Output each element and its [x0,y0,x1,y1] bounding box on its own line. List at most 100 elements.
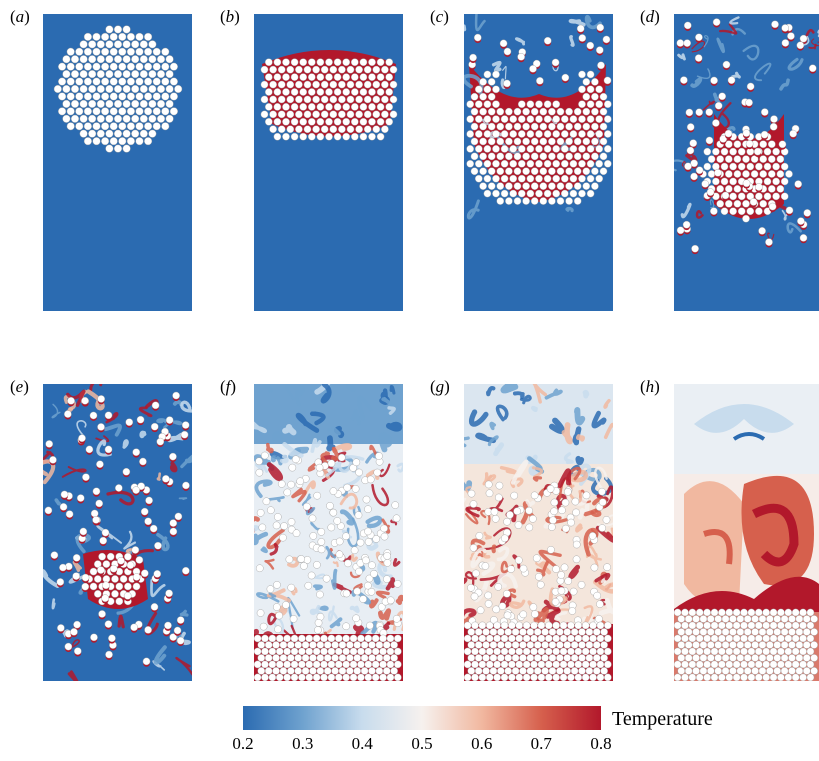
particle [62,55,71,64]
particle [511,641,520,649]
particle [487,107,496,116]
particle [561,174,569,183]
particle [300,562,308,570]
particle [784,621,793,630]
particle [381,110,389,119]
particle [351,103,359,111]
particle [806,673,815,681]
particle [766,641,774,649]
particle [135,77,144,86]
particle [364,505,372,513]
particle [543,130,552,138]
particle [791,608,800,617]
particle [118,47,127,56]
particle [260,95,269,104]
particle [113,144,122,153]
particle [586,100,595,109]
particle [556,167,565,176]
particle [273,117,282,126]
particle [473,33,482,42]
particle [772,192,780,201]
particle [383,575,391,583]
particle [301,667,310,675]
particle [736,615,745,623]
particle [139,70,148,79]
particle [372,80,381,89]
particle [139,84,148,93]
particle [505,122,513,131]
particle [325,58,333,67]
particle [769,673,778,681]
particle [282,601,290,609]
particle [290,88,299,96]
particle [789,129,797,138]
particle [530,647,538,656]
particle [275,634,284,643]
particle [92,137,101,146]
panel-b-canvas [254,14,403,311]
particle [135,556,144,564]
particle [169,92,178,101]
particle [532,59,541,68]
particle [716,199,725,208]
particle [496,152,505,161]
particle [518,174,526,183]
particle [299,132,308,141]
particle [479,137,487,146]
particle [695,33,703,42]
particle [372,95,381,104]
particle [101,528,110,537]
particle [290,132,299,141]
particle [487,137,496,146]
particle [304,581,313,590]
particle [98,610,106,618]
particle [479,92,487,101]
particle [262,497,271,506]
particle [777,634,785,643]
particle [780,654,789,662]
particle [272,603,281,611]
particle [597,61,605,70]
particle [548,122,556,131]
particle [169,77,178,86]
particle [290,73,299,81]
particle [89,567,98,576]
particle [762,647,770,656]
particle [802,654,811,662]
particle [746,192,755,201]
particle [327,634,336,643]
particle [376,103,385,111]
particle [308,58,316,67]
particle [131,129,140,138]
particle [751,667,759,675]
particle [683,21,692,30]
particle [596,660,605,669]
particle [599,137,608,146]
particle [736,667,745,675]
particle [592,654,601,662]
particle [357,673,365,681]
particle [699,667,708,675]
particle [349,647,358,656]
particle [522,182,530,190]
particle [96,40,105,49]
particle [265,58,273,67]
colorbar-tick: 0.8 [590,734,612,753]
particle [585,641,594,649]
particle [483,100,492,109]
particle [479,78,487,86]
particle [513,167,522,176]
particle [737,207,746,216]
particle [320,673,328,681]
particle [718,634,726,643]
particle [82,473,90,481]
particle [552,647,560,656]
particle [684,628,693,636]
particle [567,673,575,681]
particle [725,647,734,656]
particle [161,47,170,56]
particle [109,122,118,131]
particle [561,73,570,82]
particle [101,122,110,131]
particle [729,147,737,156]
